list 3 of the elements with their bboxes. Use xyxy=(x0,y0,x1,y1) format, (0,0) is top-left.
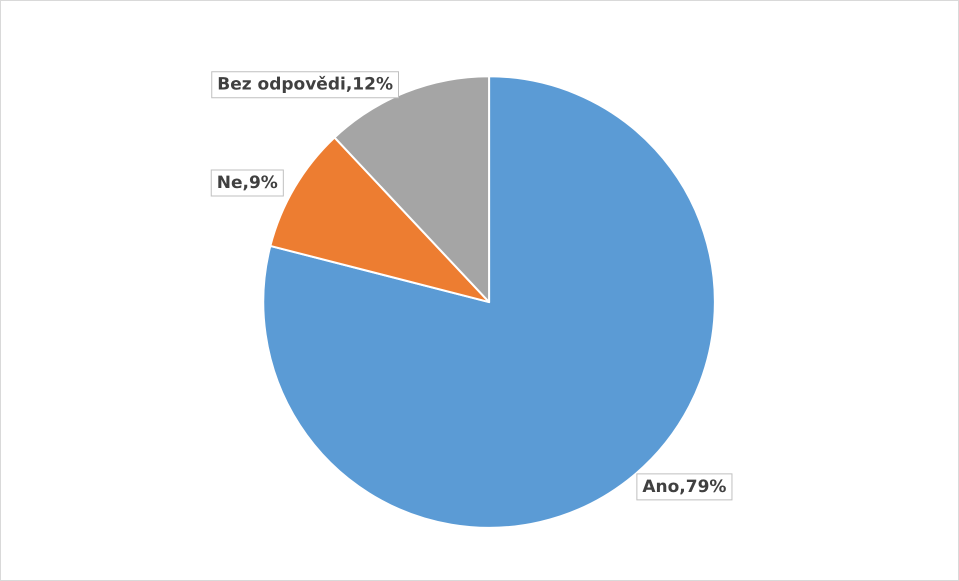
slice-label: Ne,9% xyxy=(216,173,278,194)
slice-label: Bez odpovědi,12% xyxy=(217,74,393,95)
slice-label: Ano,79% xyxy=(642,476,726,497)
